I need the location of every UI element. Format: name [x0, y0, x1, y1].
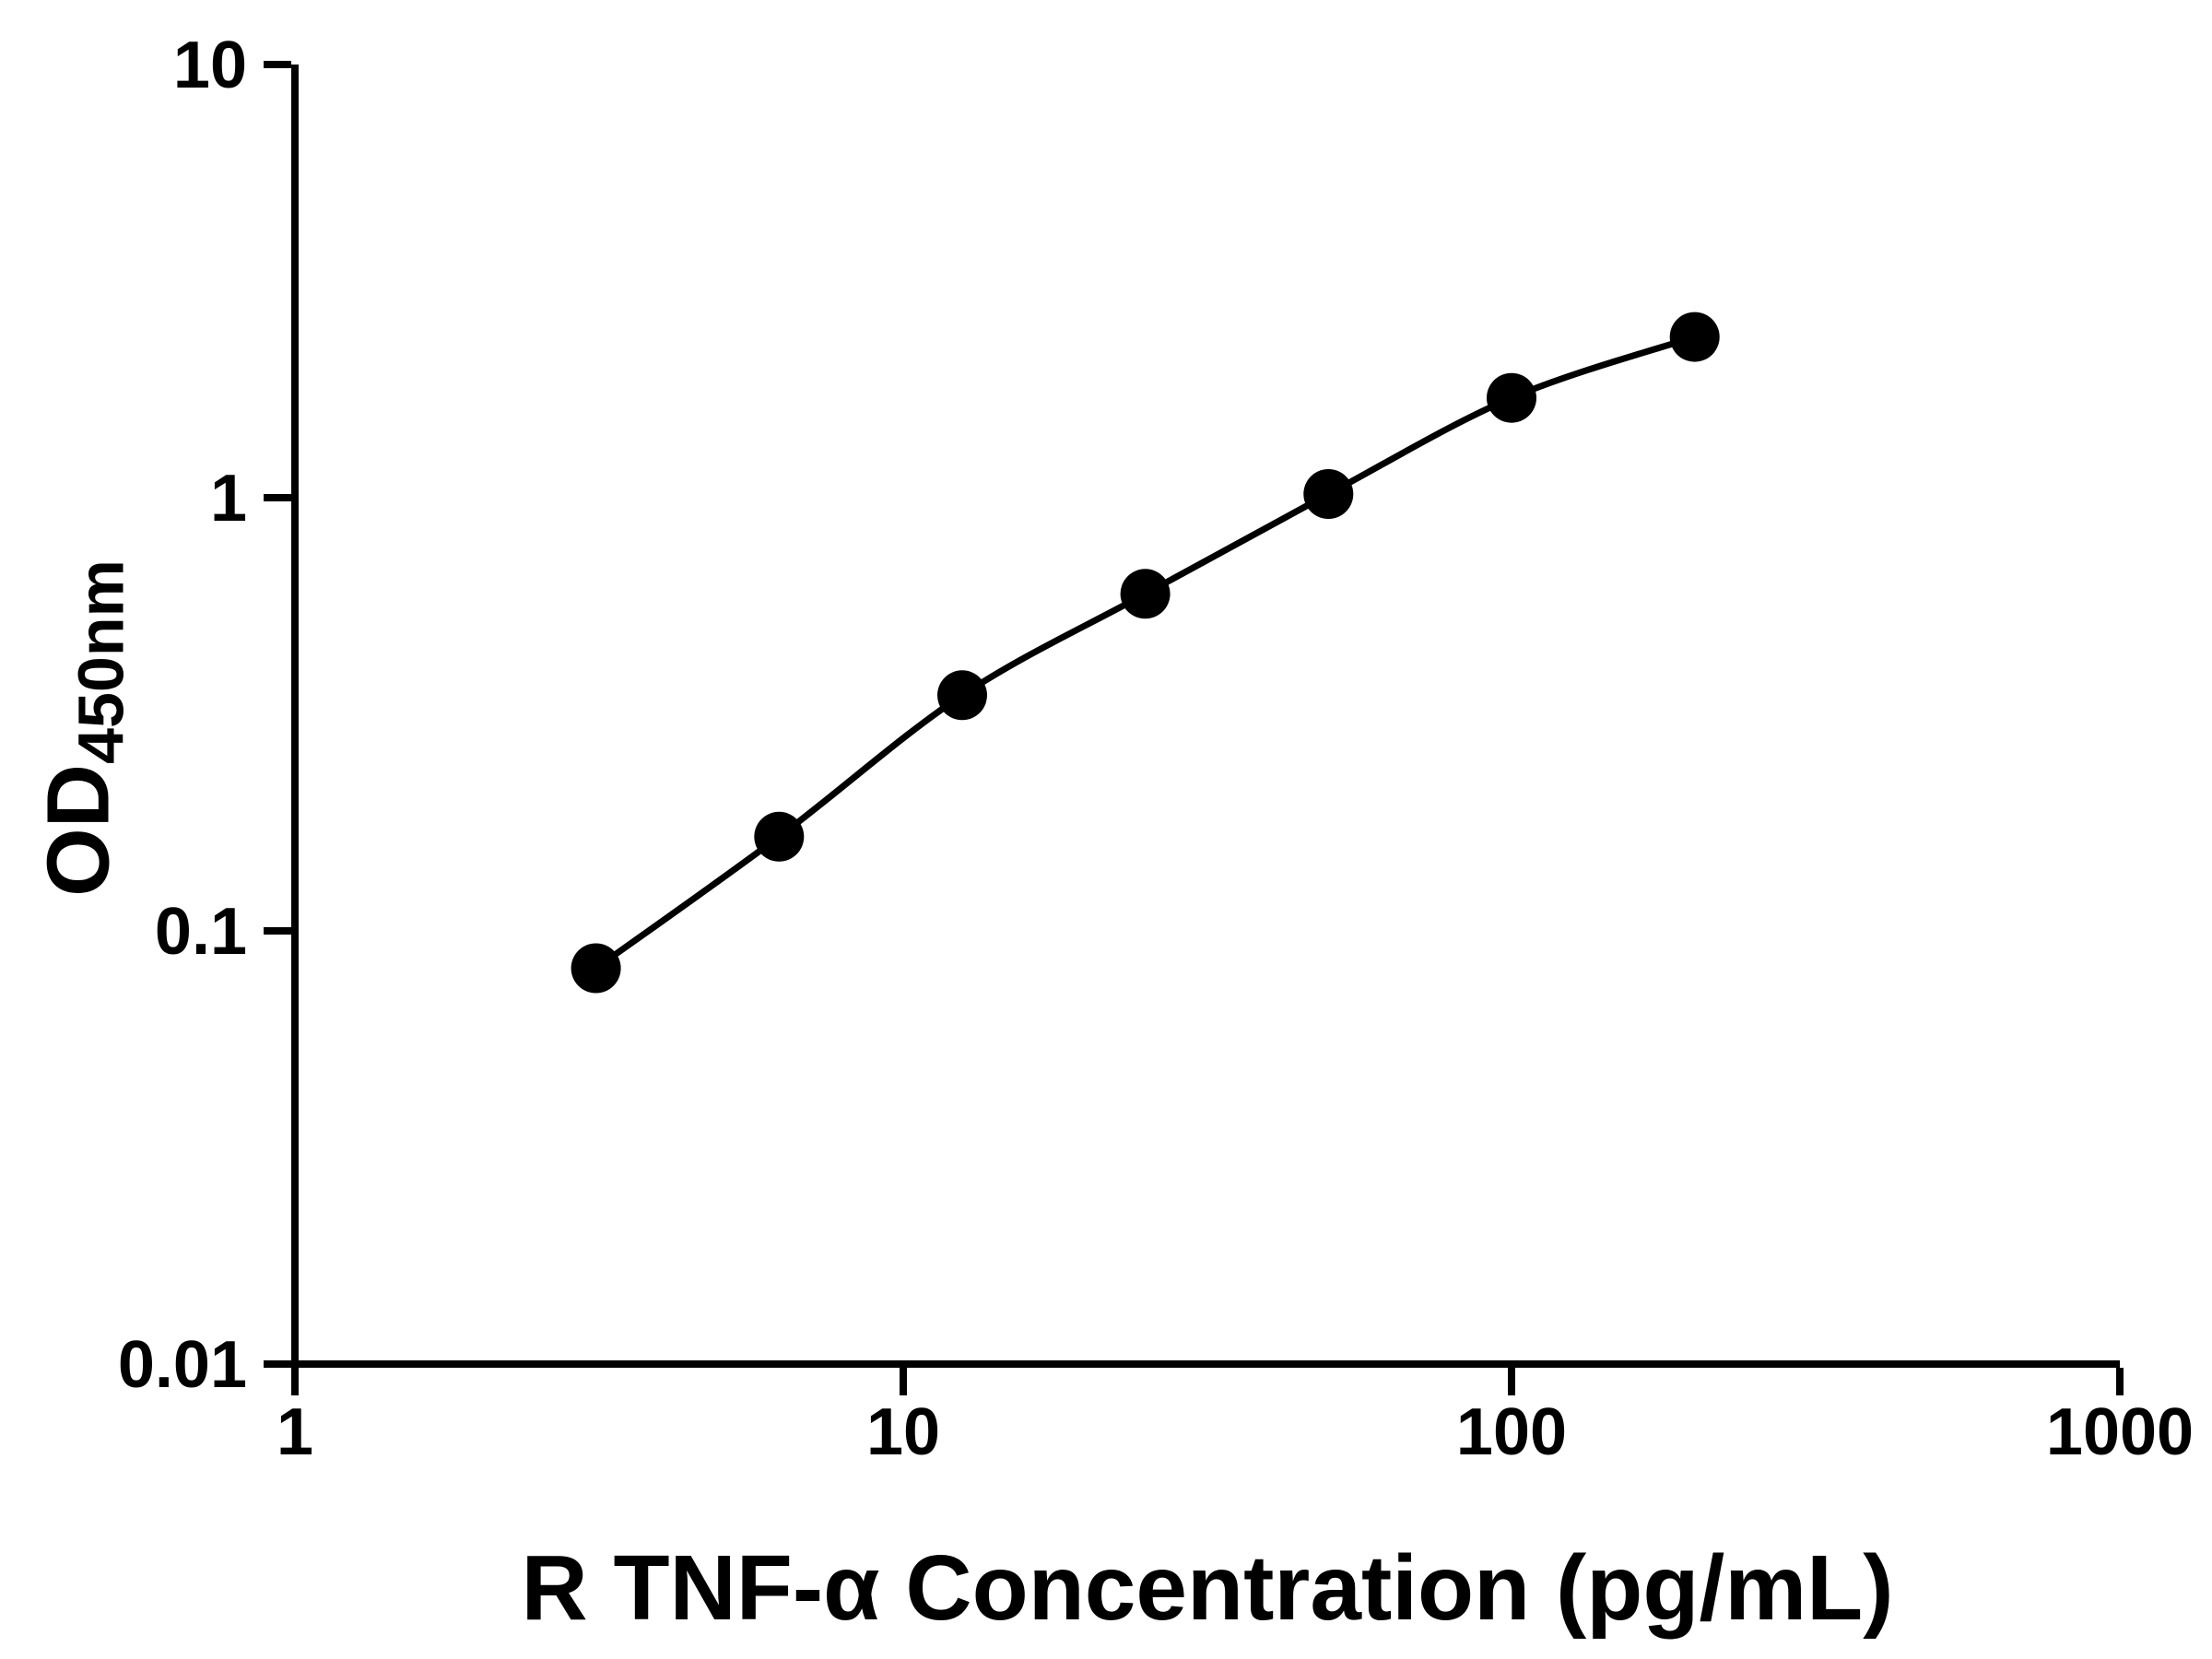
data-point	[937, 670, 987, 721]
data-point	[571, 943, 621, 994]
y-axis-label-main: OD	[29, 763, 128, 897]
x-axis-title: R TNF-α Concentration (pg/mL)	[521, 1536, 1894, 1640]
x-axis-tick-label: 100	[1456, 1395, 1567, 1469]
data-point	[1487, 372, 1536, 423]
y-axis-tick-label: 0.1	[155, 895, 247, 969]
x-axis-tick-label: 10	[866, 1395, 940, 1469]
data-point	[1120, 569, 1171, 619]
x-axis-tick-label: 1000	[2046, 1395, 2194, 1469]
y-axis-title: OD450nm	[29, 559, 138, 897]
y-axis-tick-label: 1	[210, 462, 247, 535]
y-axis-tick-label: 0.01	[118, 1328, 247, 1402]
x-axis-tick-label: 1	[276, 1395, 313, 1469]
data-point	[1669, 312, 1720, 362]
data-point	[1303, 469, 1354, 519]
data-point	[754, 811, 805, 862]
standard-curve-line	[594, 334, 1696, 971]
y-axis-label-subscript: 450nm	[65, 559, 137, 764]
y-axis-tick-label: 10	[173, 29, 247, 102]
